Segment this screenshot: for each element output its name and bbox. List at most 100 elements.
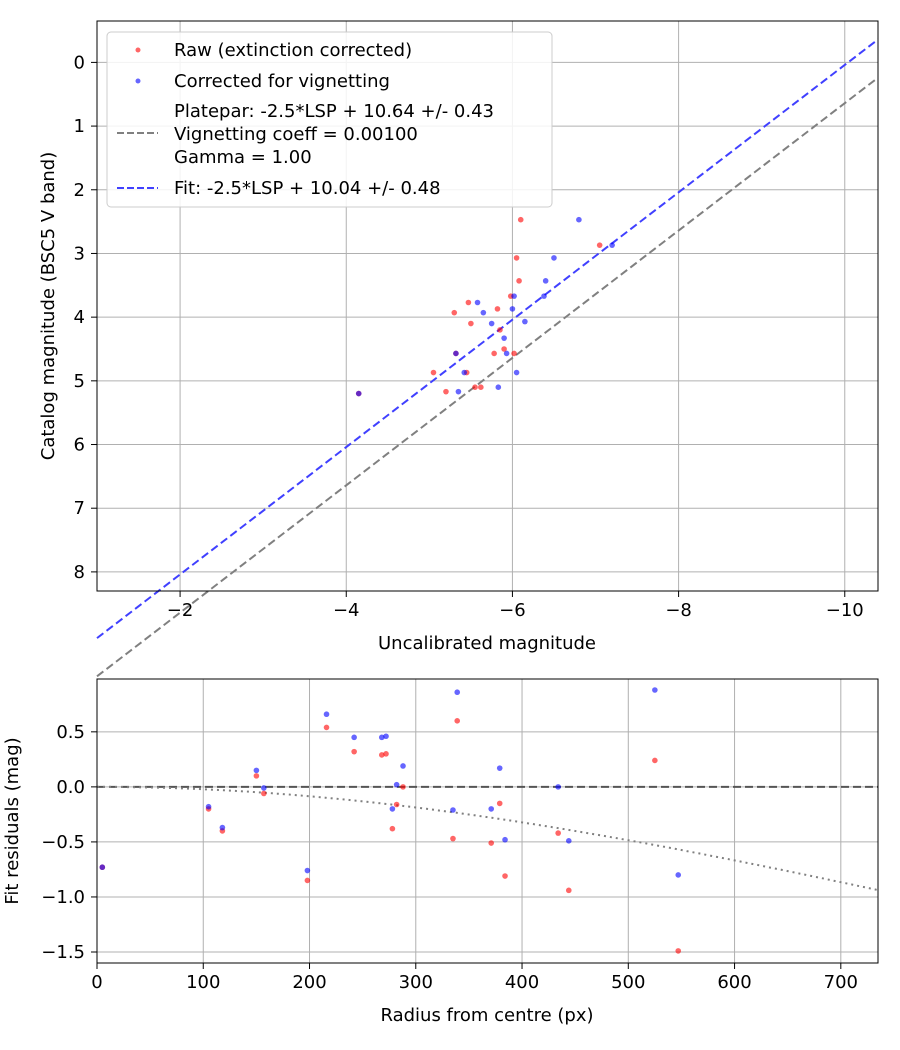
x-tick-label: 500: [611, 972, 645, 993]
corrected-point: [522, 318, 528, 325]
corrected-point: [205, 803, 212, 810]
raw-point: [351, 748, 357, 755]
raw-point: [261, 790, 267, 797]
vignetting-model-curve: [97, 785, 879, 892]
bottom-ticks: 0 100 200 300 400 500 600 700 0.5 0.0 −0.5 −1.0 −1.5: [41, 722, 858, 993]
corrected-point: [480, 309, 487, 316]
corrected-point: [323, 711, 330, 718]
corrected-point: [355, 390, 362, 397]
raw-point: [472, 384, 478, 391]
y-tick-label: 8: [74, 562, 85, 583]
corrected-point: [253, 767, 260, 774]
x-tick-label: −6: [499, 600, 526, 621]
raw-point: [494, 306, 501, 312]
corrected-point: [383, 733, 389, 740]
x-tick-label: 0: [91, 972, 102, 993]
x-tick-label: 400: [505, 972, 539, 993]
raw-point: [511, 350, 517, 357]
legend-box: [106, 31, 553, 208]
raw-point: [501, 346, 507, 352]
y-tick-label: −0.5: [41, 832, 85, 853]
raw-point: [652, 757, 658, 764]
raw-point: [497, 327, 503, 333]
raw-point: [400, 784, 406, 790]
corrected-point: [378, 734, 385, 741]
y-tick-label: 6: [74, 435, 85, 456]
raw-point: [491, 350, 497, 357]
legend-vignetting-label: Vignetting coeff = 0.00100: [174, 124, 418, 145]
raw-point: [378, 752, 385, 758]
x-tick-label: 100: [186, 972, 220, 993]
fit-line: [96, 38, 879, 639]
corrected-point: [453, 350, 459, 357]
raw-point: [454, 718, 461, 724]
raw-point: [675, 948, 682, 954]
raw-point: [451, 309, 458, 316]
corrected-point: [351, 734, 357, 741]
x-tick-label: 600: [717, 972, 751, 993]
raw-point: [430, 369, 437, 376]
corrected-point: [488, 806, 495, 812]
x-tick-label: −4: [333, 600, 360, 621]
raw-point: [517, 216, 524, 223]
y-tick-label: 4: [74, 307, 85, 328]
corrected-point: [503, 350, 510, 357]
corrected-point: [513, 369, 520, 376]
raw-point: [323, 724, 330, 731]
corrected-point: [551, 255, 557, 261]
top-x-axis-label: Uncalibrated magnitude: [378, 633, 596, 654]
bottom-chart: 0 100 200 300 400 500 600 700 0.5 0.0 −0.5 −1.0 −1.5…: [2, 678, 879, 1026]
x-tick-label: −8: [665, 600, 692, 621]
raw-point: [478, 384, 484, 391]
raw-point: [565, 887, 572, 894]
y-tick-label: 2: [74, 180, 85, 201]
raw-point: [516, 278, 522, 284]
x-tick-label: −10: [826, 600, 864, 621]
corrected-point: [488, 320, 495, 327]
raw-point: [465, 299, 472, 306]
top-plot-frame: [96, 20, 879, 592]
legend-corrected-marker: [135, 78, 141, 84]
corrected-point: [496, 765, 503, 771]
raw-point: [304, 877, 311, 884]
y-tick-label: −1.0: [41, 887, 85, 908]
corrected-point: [454, 689, 461, 696]
raw-point: [488, 840, 495, 846]
corrected-point: [389, 806, 396, 812]
raw-point: [253, 773, 260, 779]
corrected-point: [565, 838, 572, 844]
y-tick-label: 0.0: [56, 777, 85, 798]
corrected-point: [393, 781, 400, 788]
raw-point: [502, 873, 508, 879]
raw-point: [450, 835, 456, 842]
bottom-x-axis-label: Radius from centre (px): [380, 1005, 593, 1026]
y-tick-label: 0: [74, 52, 85, 73]
top-ticks: −2 −4 −6 −8 −10 0 1 2 3 4 5 6 7 8: [74, 52, 864, 621]
legend-gamma-label: Gamma = 1.00: [174, 147, 312, 168]
bottom-plot-frame: [96, 678, 879, 964]
corrected-point: [495, 384, 502, 391]
platepar-line: [96, 76, 879, 678]
bottom-y-axis-label: Fit residuals (mag): [2, 737, 23, 904]
raw-point: [443, 388, 449, 395]
raw-point: [383, 751, 389, 757]
corrected-point: [99, 864, 106, 871]
corrected-point: [509, 306, 516, 312]
raw-point: [468, 320, 474, 327]
corrected-point: [511, 293, 517, 299]
y-tick-label: 3: [74, 243, 85, 264]
top-y-axis-label: Catalog magnitude (BSC5 V band): [38, 152, 59, 461]
corrected-point: [502, 836, 508, 843]
y-tick-label: 7: [74, 498, 85, 519]
corrected-point: [455, 388, 462, 395]
corrected-point: [450, 807, 456, 813]
raw-point: [513, 255, 520, 261]
bottom-reference-lines: [97, 785, 879, 892]
bottom-points: [99, 687, 682, 954]
legend: Raw (extinction corrected) Corrected for…: [106, 31, 553, 208]
y-tick-label: 1: [74, 116, 85, 137]
corrected-point: [541, 293, 547, 299]
legend-fit-label: Fit: -2.5*LSP + 10.04 +/- 0.48: [174, 178, 441, 199]
top-fit-lines: [96, 38, 879, 678]
